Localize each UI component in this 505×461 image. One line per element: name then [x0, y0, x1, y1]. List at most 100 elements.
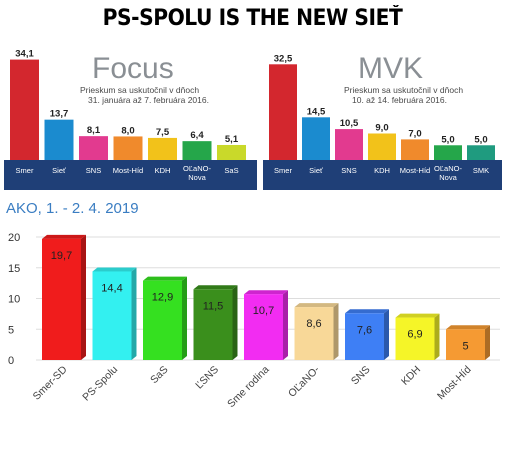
category-label-most-híd: Most-Híd [400, 166, 430, 175]
bar-oľano-nova [434, 145, 462, 160]
category-label-sme-rodina: Sme rodina [225, 364, 272, 411]
category-label-sns: SNS [349, 364, 373, 388]
value-label-most-híd: 5 [462, 340, 468, 352]
bar-ľsns [193, 285, 238, 360]
panel-subtitle-line-2: 31. januára až 7. februára 2016. [88, 95, 209, 105]
bar-most-híd [446, 325, 490, 360]
value-label-oľano-nova: 5,0 [441, 134, 454, 145]
bar-smer [269, 64, 297, 160]
bar-top-sas [143, 276, 187, 281]
bar-oľano [294, 303, 339, 360]
y-tick-0: 0 [8, 355, 14, 367]
value-label-most-híd: 7,0 [408, 128, 421, 139]
value-label-ľsns: 11,5 [203, 300, 224, 312]
bar-top-smer-sd [42, 234, 86, 239]
bar-front-smer-sd [42, 238, 81, 360]
bar-side-ps-spolu [131, 267, 137, 360]
bar-most-híd [113, 136, 143, 160]
category-label-ps-spolu: PS-Spolu [80, 364, 120, 404]
category-label-oľano-nova-line-2: Nova [188, 173, 206, 182]
bar-top-sme-rodina [244, 290, 288, 295]
y-tick-10: 10 [8, 294, 20, 306]
bar-side-sns [384, 309, 389, 360]
category-label-kdh: KDH [399, 364, 423, 388]
category-label-smk: SMK [473, 166, 489, 175]
value-label-smk: 5,0 [474, 134, 487, 145]
category-label-most-híd: Most-Híd [435, 364, 474, 403]
bar-sas [217, 144, 246, 160]
value-label-sme-rodina: 10,7 [253, 305, 274, 317]
value-label-sieť: 14,5 [307, 106, 326, 117]
panel-subtitle-line-2: 10. až 14. februára 2016. [352, 95, 447, 105]
bar-front-sns [345, 313, 384, 360]
value-label-sas: 12,9 [152, 292, 173, 304]
category-label-ľsns: ĽSNS [193, 364, 221, 392]
category-label-oľano: OĽaNO- [286, 363, 322, 399]
bar-sme-rodina [244, 290, 288, 360]
bar-front-kdh [395, 317, 435, 360]
panel-title: MVK [358, 52, 423, 85]
bar-sas [143, 276, 187, 360]
bar-front-oľano [294, 307, 334, 360]
bar-front-ľsns [193, 289, 233, 360]
value-label-kdh: 7,5 [156, 127, 170, 138]
category-label-sns: SNS [341, 166, 356, 175]
value-label-sns: 8,1 [87, 125, 101, 136]
bar-sns [79, 136, 108, 160]
bar-smer-sd [42, 234, 86, 360]
panel-subtitle-line-1: Prieskum sa uskutočnil v dňoch [344, 85, 463, 95]
bar-ps-spolu [92, 267, 137, 360]
bar-top-kdh [395, 313, 440, 318]
bar-smk [467, 145, 495, 160]
bar-front-ps-spolu [92, 271, 132, 360]
bar-top-oľano [294, 303, 339, 308]
category-label-smer: Smer [274, 166, 292, 175]
panel-title: Focus [92, 52, 174, 85]
bar-sns [335, 129, 363, 160]
bar-side-smer-sd [81, 234, 86, 360]
category-label-oľano-nova-line-2: Nova [439, 173, 457, 182]
value-label-smer: 34,1 [15, 49, 34, 60]
value-label-sns: 10,5 [340, 118, 359, 129]
bar-kdh [368, 133, 396, 160]
ako-chart-title: AKO, 1. - 2. 4. 2019 [6, 200, 139, 217]
y-tick-15: 15 [8, 263, 20, 275]
value-label-kdh: 6,9 [407, 329, 422, 341]
bar-side-sme-rodina [283, 290, 288, 360]
category-label-smer-sd: Smer-SD [31, 363, 70, 402]
bar-top-most-híd [446, 325, 490, 330]
value-label-sieť: 13,7 [50, 109, 69, 120]
y-tick-20: 20 [8, 232, 20, 244]
bar-top-ps-spolu [92, 267, 137, 272]
category-strip [4, 160, 257, 190]
y-tick-5: 5 [8, 324, 14, 336]
category-label-sieť: Sieť [52, 166, 66, 175]
focus-poll-panel: Focus Prieskum sa uskutočnil v dňoch 31. j… [4, 40, 257, 190]
category-label-sieť: Sieť [309, 166, 323, 175]
bar-side-kdh [434, 313, 440, 360]
bar-smer [10, 59, 39, 160]
bar-most-híd [401, 139, 429, 160]
bar-front-most-híd [446, 329, 485, 360]
panel-subtitle-line-1: Prieskum sa uskutočnil v dňoch [80, 85, 199, 95]
bar-side-sas [182, 276, 187, 360]
bar-side-oľano [333, 303, 339, 360]
value-label-kdh: 9,0 [375, 123, 388, 134]
bar-front-sas [143, 280, 182, 360]
value-label-smer-sd: 19,7 [51, 250, 72, 262]
category-label-oľano-nova-line-1: OĽaNO- [183, 164, 211, 173]
bar-kdh [148, 137, 177, 160]
bar-sns [345, 309, 389, 360]
value-label-sns: 7,6 [357, 324, 372, 336]
bar-side-most-híd [485, 325, 490, 360]
bar-top-sns [345, 309, 389, 314]
bar-oľano-nova [182, 141, 212, 160]
headline: PS-SPOLU IS THE NEW SIEŤ [102, 6, 403, 31]
bar-front-sme-rodina [244, 294, 283, 360]
bar-sieť [44, 119, 74, 160]
value-label-ps-spolu: 14,4 [101, 282, 122, 294]
category-label-kdh: KDH [374, 166, 390, 175]
bar-top-ľsns [193, 285, 238, 290]
bar-side-ľsns [232, 285, 238, 360]
